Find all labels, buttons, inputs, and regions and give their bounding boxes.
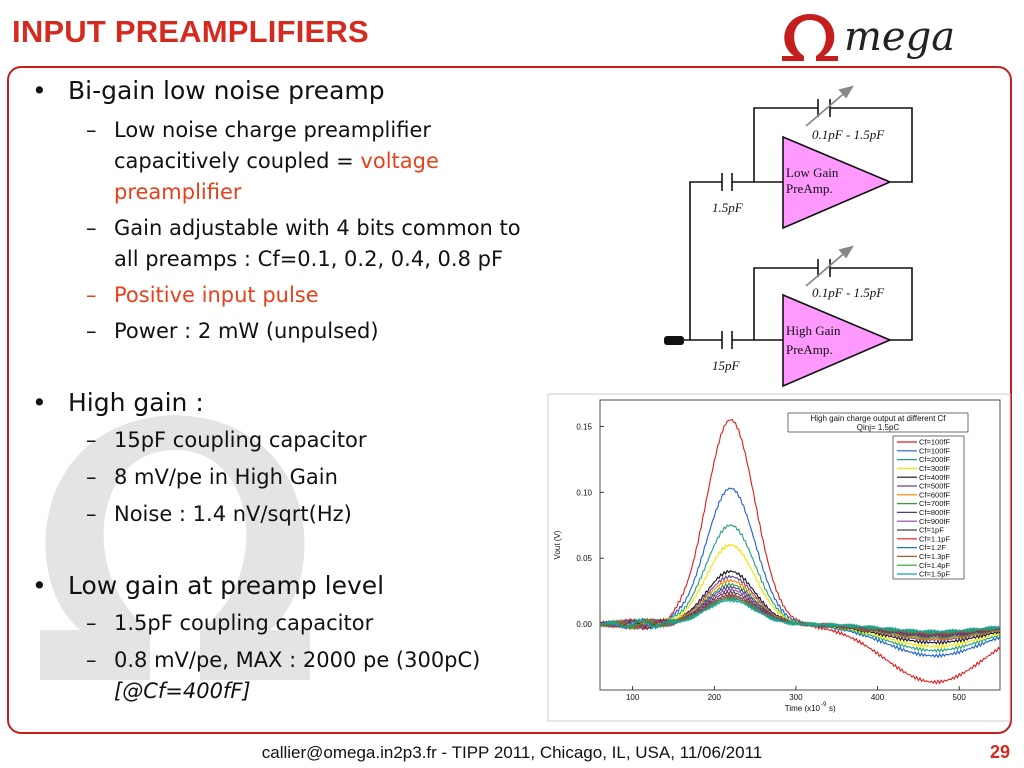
sub-bullet: Gain adjustable with 4 bits common toall… [30, 213, 650, 275]
footer-text: callier@omega.in2p3.fr - TIPP 2011, Chic… [261, 743, 763, 762]
svg-text:mega: mega [844, 14, 955, 60]
content-frame [7, 66, 1012, 734]
sub-bullet: Low noise charge preamplifiercapacitivel… [30, 115, 650, 208]
sub-bullet: Positive input pulse [30, 280, 650, 311]
omega-logo: mega [782, 14, 955, 61]
sub-bullet: 0.8 mV/pe, MAX : 2000 pe (300pC)[@Cf=400… [30, 645, 650, 707]
sub-bullet: 8 mV/pe in High Gain [30, 462, 650, 493]
bullet-high-gain: High gain : [30, 387, 650, 419]
sub-bullet: 1.5pF coupling capacitor [30, 608, 650, 639]
bullet-list: Bi-gain low noise preamp Low noise charg… [30, 75, 650, 707]
bullet-bigain: Bi-gain low noise preamp [30, 75, 650, 107]
sub-bullet: 15pF coupling capacitor [30, 425, 650, 456]
sub-bullet: Noise : 1.4 nV/sqrt(Hz) [30, 499, 650, 530]
slide-title: INPUT PREAMPLIFIERS [12, 14, 369, 49]
sub-bullet: Power : 2 mW (unpulsed) [30, 316, 650, 347]
page-number: 29 [989, 742, 1010, 762]
bullet-low-gain: Low gain at preamp level [30, 570, 650, 602]
